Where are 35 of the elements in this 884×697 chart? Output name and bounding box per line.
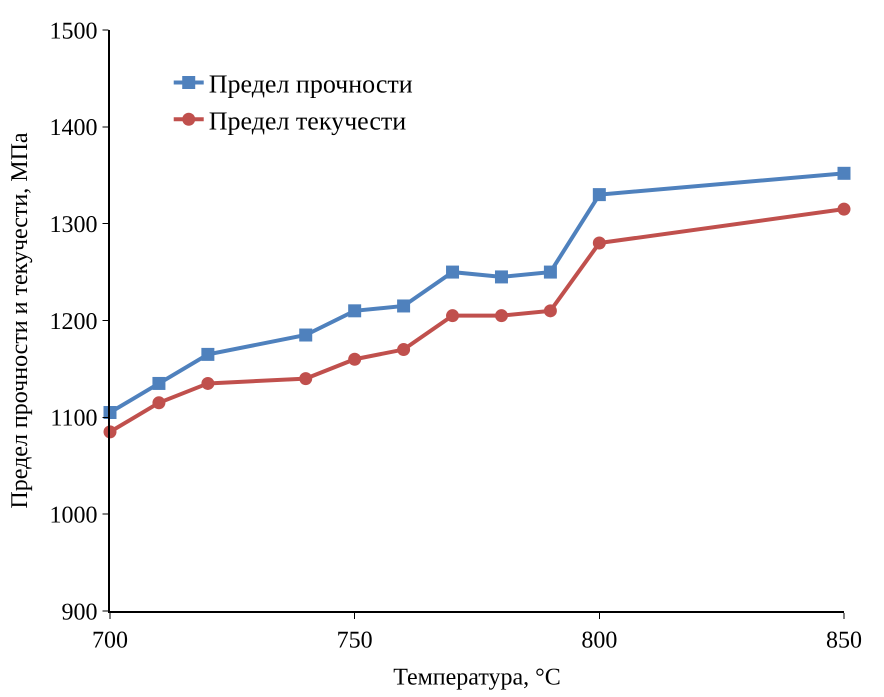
point [397,299,410,312]
point [446,266,460,279]
x-tick-label: 700 [92,628,128,654]
y-axis-title: Предел прочности и текучести, МПа [7,132,34,509]
point [446,309,460,322]
legend-label: Предел текучести [208,106,406,136]
x-tick-label: 750 [336,628,373,654]
y-tick-label: 1500 [49,18,98,44]
point [592,188,606,202]
y-tick-label: 1000 [49,502,98,529]
point [299,328,312,342]
point [152,376,166,390]
legend-label: Предел прочности [208,70,413,99]
point [838,202,850,216]
point [544,266,557,279]
point [201,376,214,390]
y-tick-label: 900 [61,599,98,626]
point [152,396,166,410]
y-tick-label: 1300 [49,212,98,238]
point [494,309,508,322]
point [544,304,557,318]
point [348,352,362,366]
y-tick-label: 1400 [49,115,98,142]
point [299,372,312,386]
point [838,166,850,180]
point [201,348,214,361]
y-tick-label: 1100 [50,406,98,432]
y-tick-label: 1200 [49,308,98,335]
point [348,304,362,318]
x-axis-title: Температура, °C [393,664,561,690]
point [397,343,410,356]
point [592,236,606,250]
x-tick-label: 850 [826,628,862,654]
point [494,270,508,284]
x-tick-label: 800 [581,628,618,654]
